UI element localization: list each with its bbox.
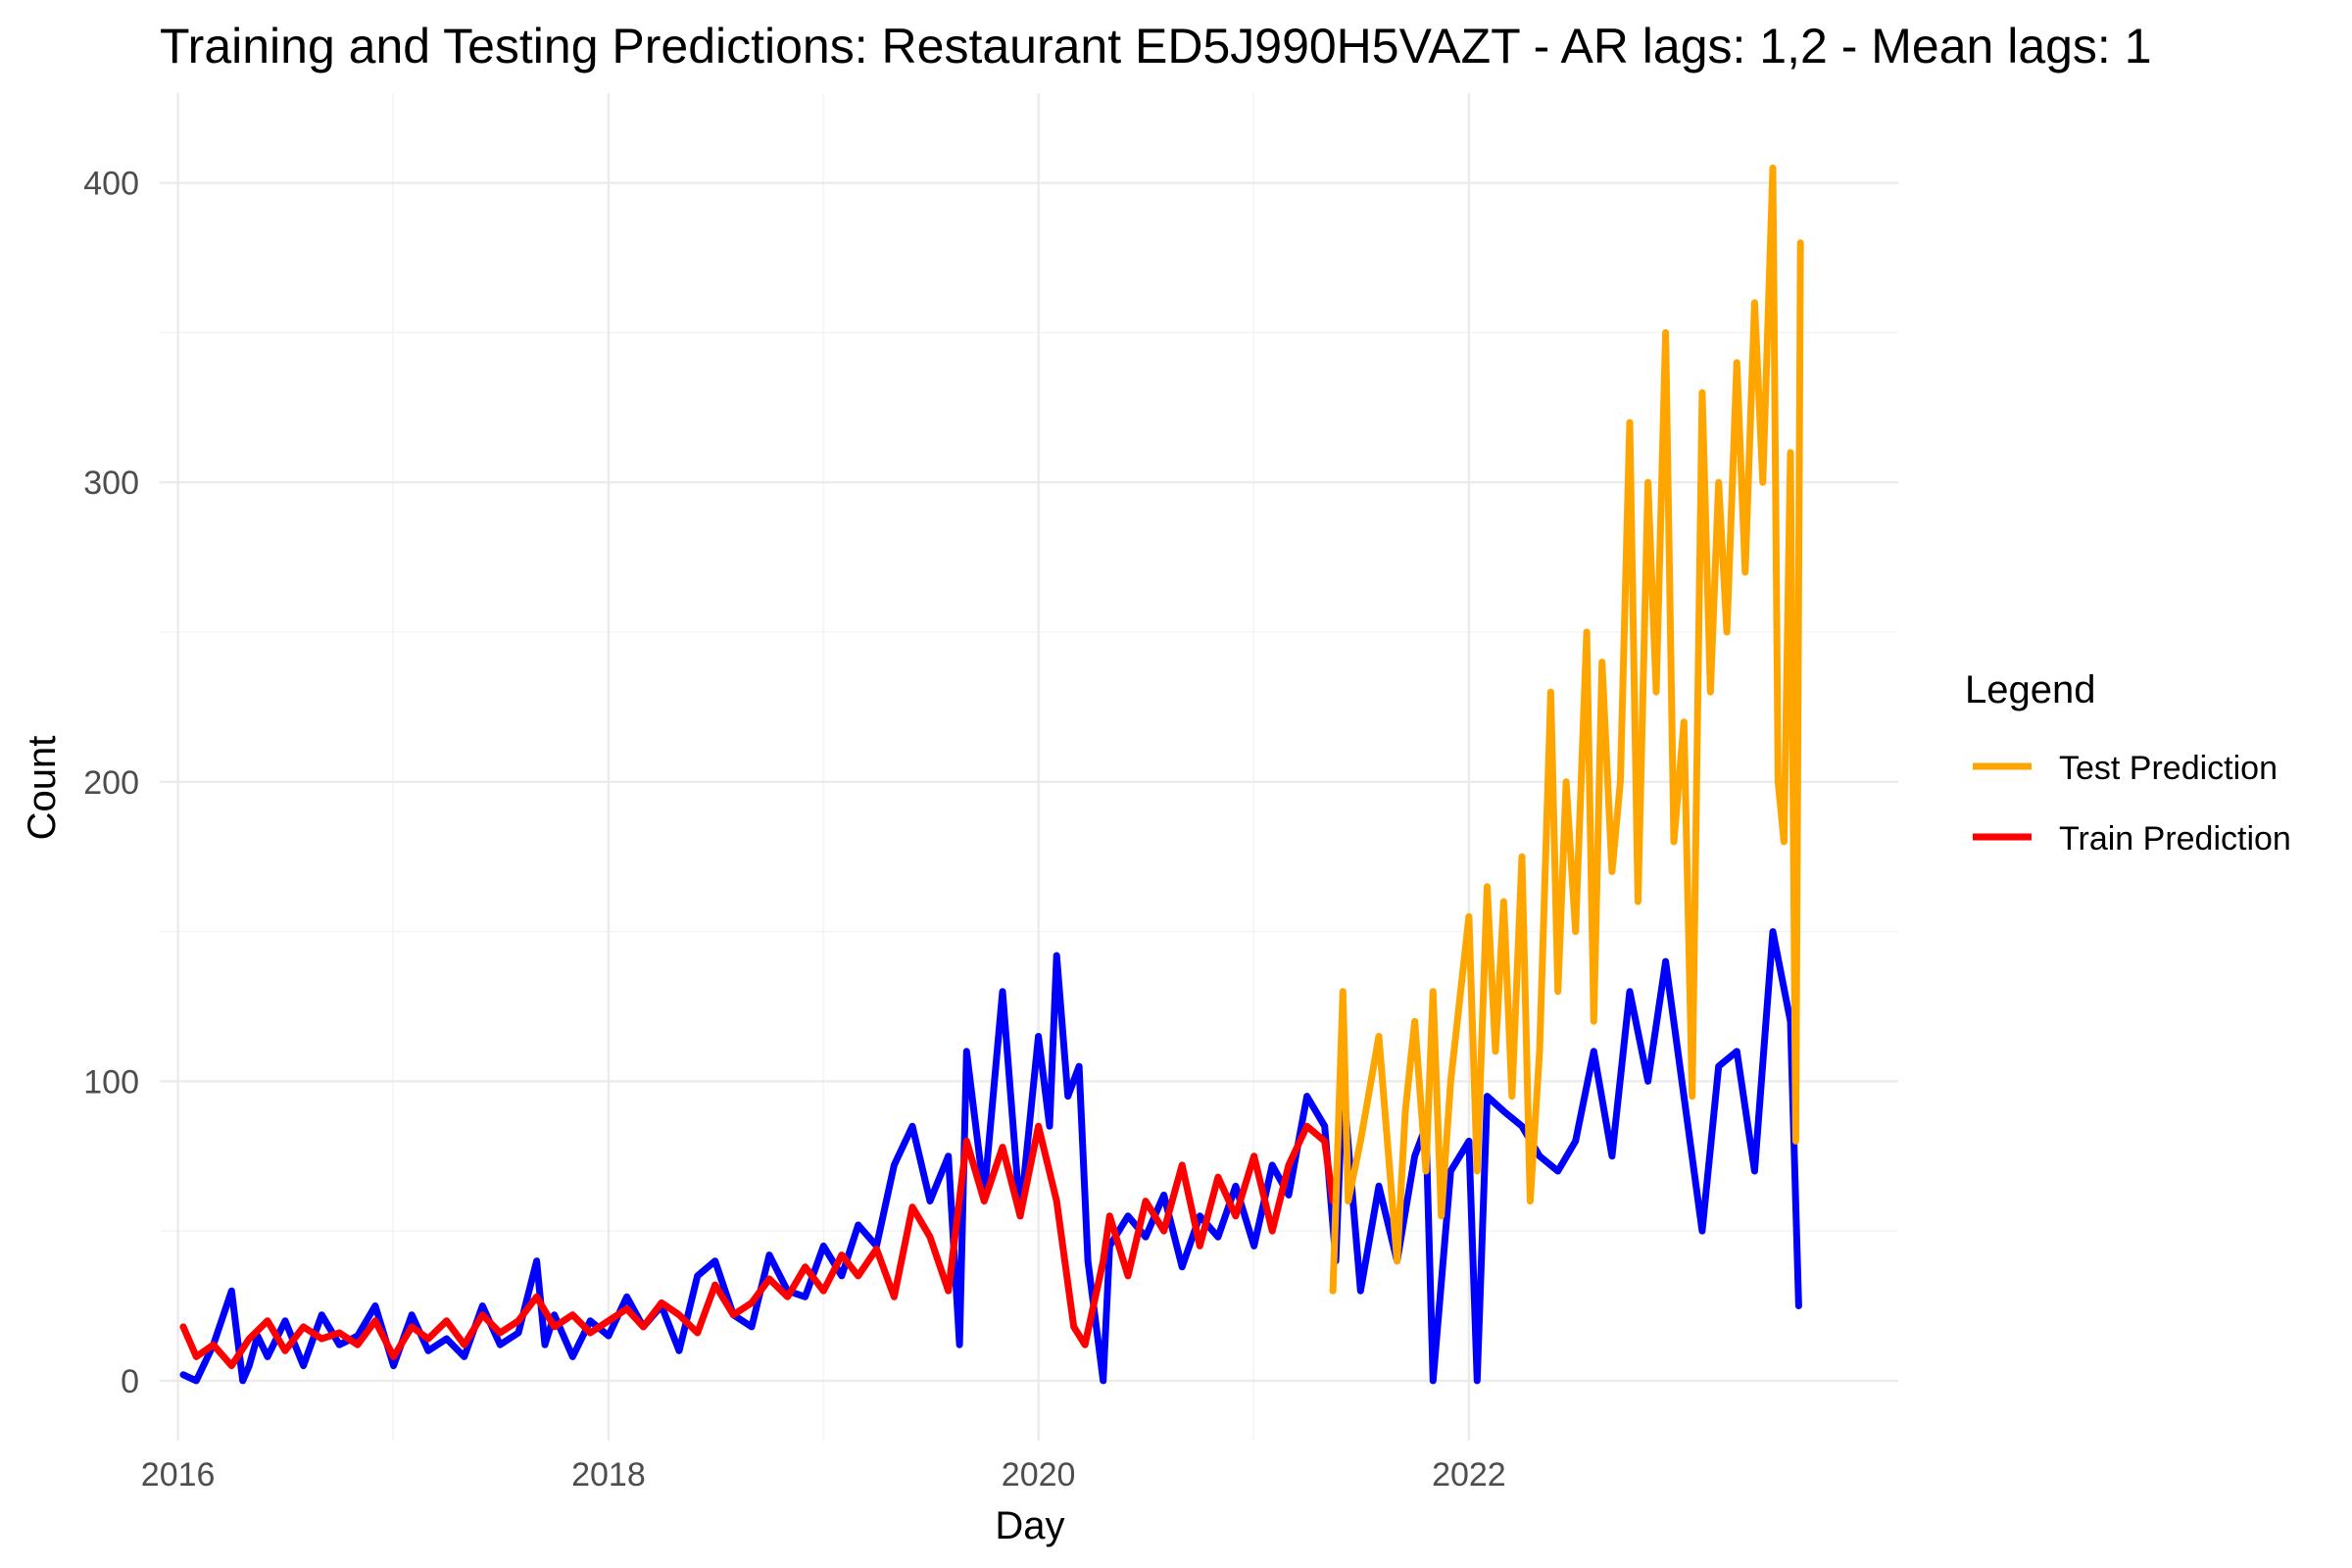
series-line-train-prediction [179,1122,1337,1370]
legend-label-test: Test Prediction [2059,750,2278,787]
y-tick-label: 100 [83,1063,139,1101]
y-tick-label: 200 [83,764,139,802]
x-axis-label: Day [995,1504,1064,1547]
series-layer [179,164,1804,1385]
legend-title: Legend [1965,668,2095,711]
x-tick-label: 2022 [1432,1456,1506,1494]
legend: Legend Test Prediction Train Prediction [1965,668,2291,858]
x-tick-label: 2018 [571,1456,646,1494]
x-tick-label: 2020 [1002,1456,1076,1494]
y-axis-tick-labels: 0 100 200 300 400 [83,166,139,1400]
legend-label-train: Train Prediction [2059,820,2291,858]
minor-gridlines [160,93,1898,1441]
legend-entry-train: Train Prediction [1973,820,2291,858]
series-line-test-prediction [1329,164,1804,1295]
legend-entry-test: Test Prediction [1973,750,2278,787]
y-tick-label: 400 [83,166,139,203]
x-axis-tick-labels: 2016 2018 2020 2022 [141,1456,1506,1494]
y-tick-label: 0 [121,1363,139,1400]
y-axis-label: Count [21,736,64,841]
chart-title: Training and Testing Predictions: Restau… [160,19,2152,74]
plot-area [160,93,1898,1441]
x-tick-label: 2016 [141,1456,216,1494]
y-tick-label: 300 [83,465,139,502]
series-line-observed-count [179,928,1802,1385]
